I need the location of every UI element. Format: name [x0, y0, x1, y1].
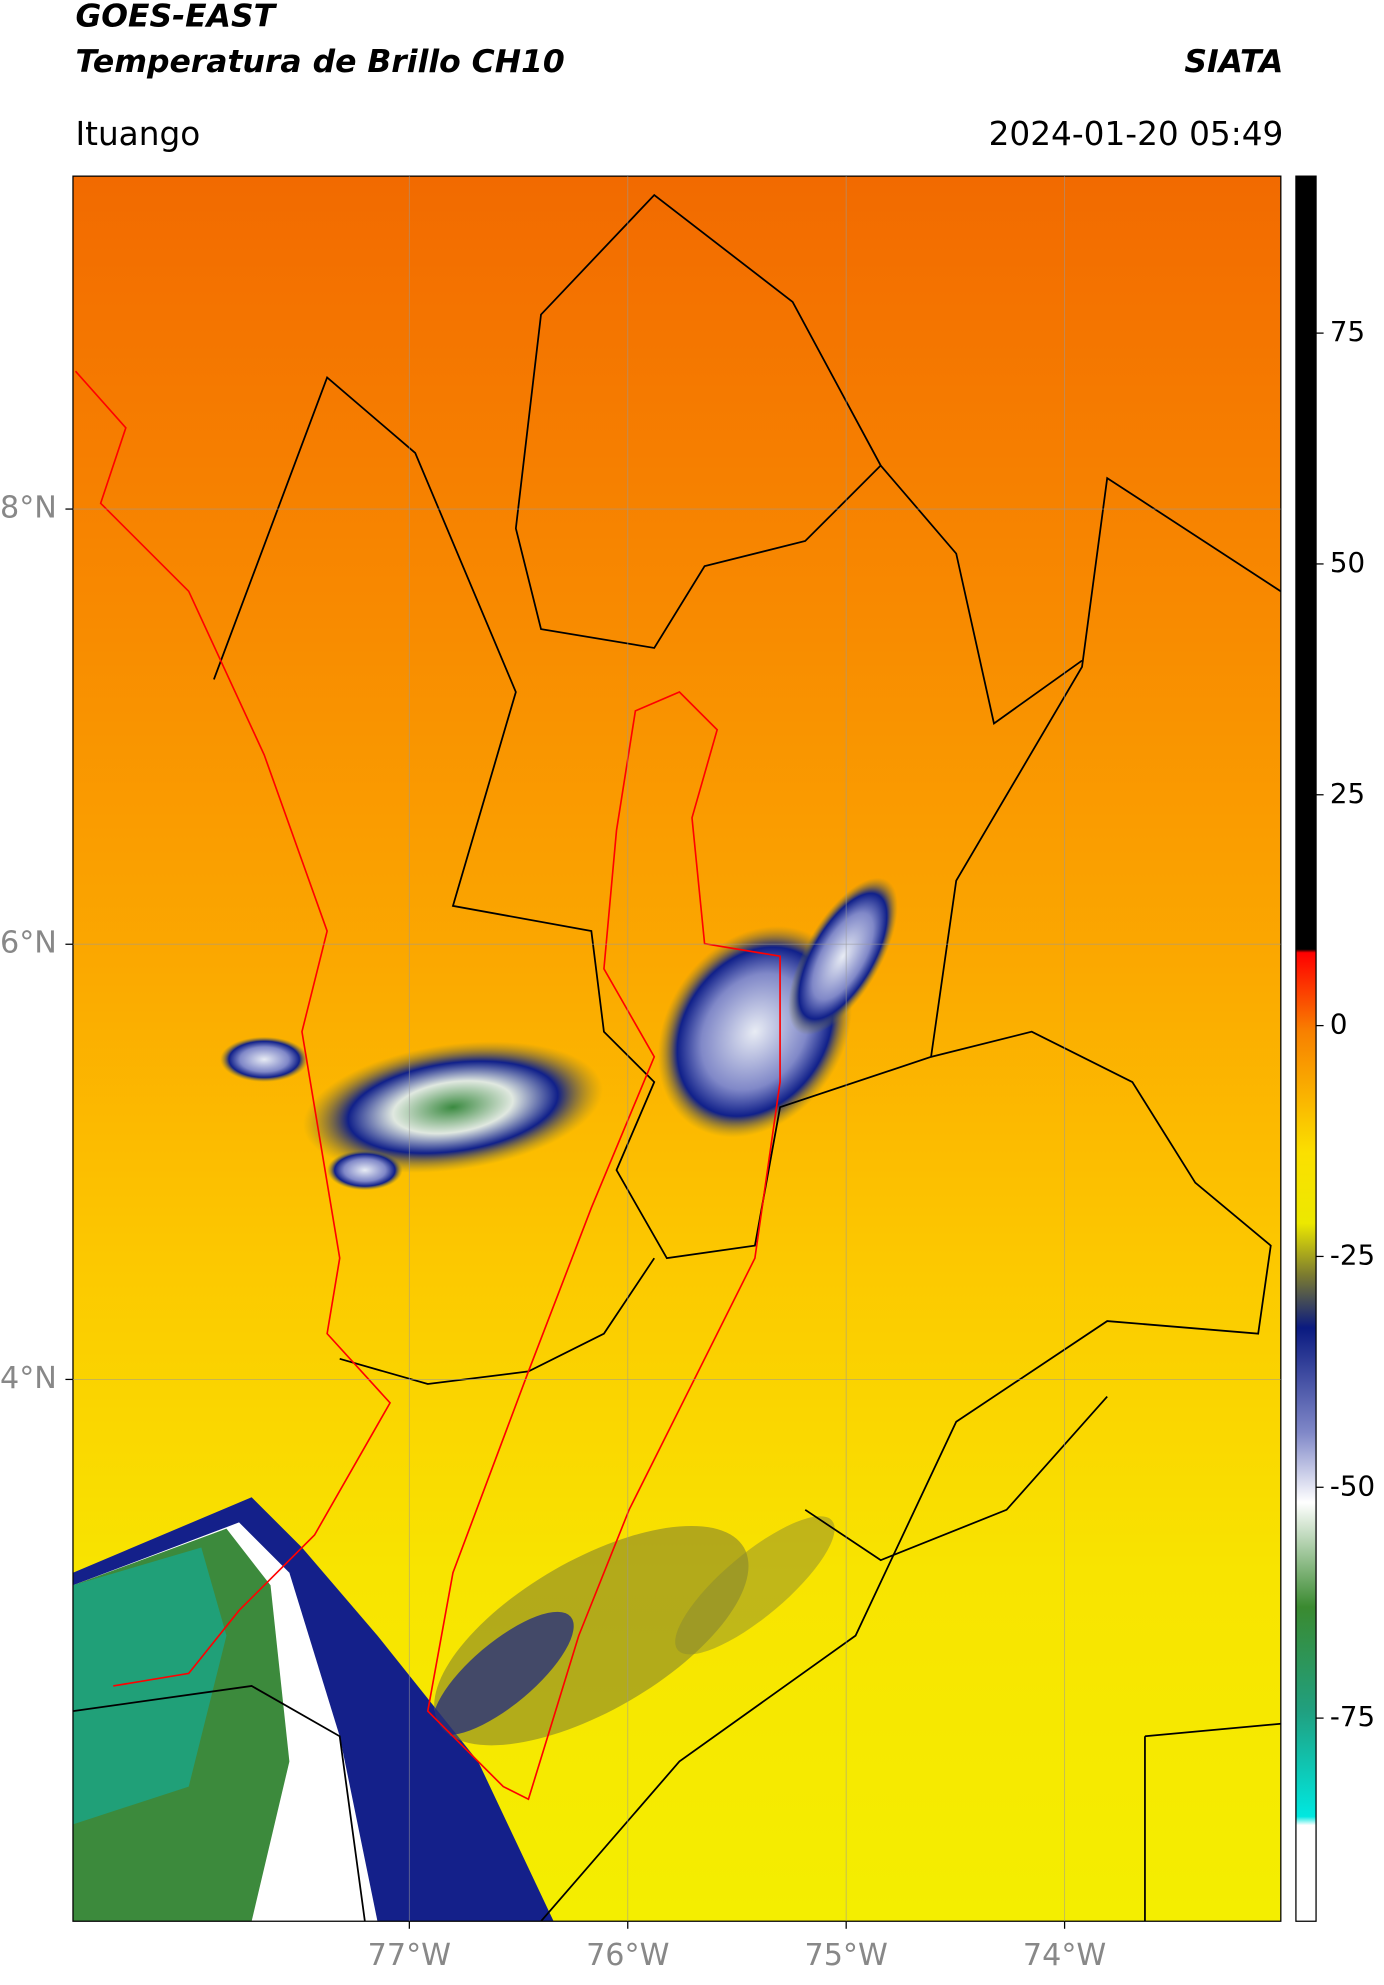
lon-tick-label: 77°W — [368, 1938, 451, 1973]
lon-tick-label: 76°W — [586, 1938, 669, 1973]
colorbar-tick-label: -50 — [1330, 1469, 1375, 1502]
colorbar-tick-label: 50 — [1330, 546, 1365, 579]
map-image — [72, 176, 1281, 1922]
location: Ituango — [75, 115, 200, 153]
lat-tick-label: 8°N — [0, 491, 57, 526]
colorbar-tick-label: -75 — [1330, 1700, 1375, 1733]
colorbar-tick-label: 0 — [1330, 1008, 1348, 1041]
datetime: 2024-01-20 05:49 — [989, 115, 1284, 153]
lon-tick-label: 74°W — [1023, 1938, 1106, 1973]
colorbar-tick-label: 25 — [1330, 777, 1365, 810]
lat-tick-label: 6°N — [0, 926, 57, 961]
colorbar-tick-label: -25 — [1330, 1238, 1375, 1271]
title-line2: Temperatura de Brillo CH10 — [75, 44, 564, 80]
colorbar — [1295, 175, 1317, 1922]
lon-tick-label: 75°W — [804, 1938, 887, 1973]
colorbar-tick-label: 75 — [1330, 315, 1365, 348]
lat-tick-label: 4°N — [0, 1361, 57, 1396]
title-line1: GOES-EAST — [75, 0, 277, 35]
organization: SIATA — [1184, 44, 1283, 80]
map-frame — [72, 175, 1282, 1922]
